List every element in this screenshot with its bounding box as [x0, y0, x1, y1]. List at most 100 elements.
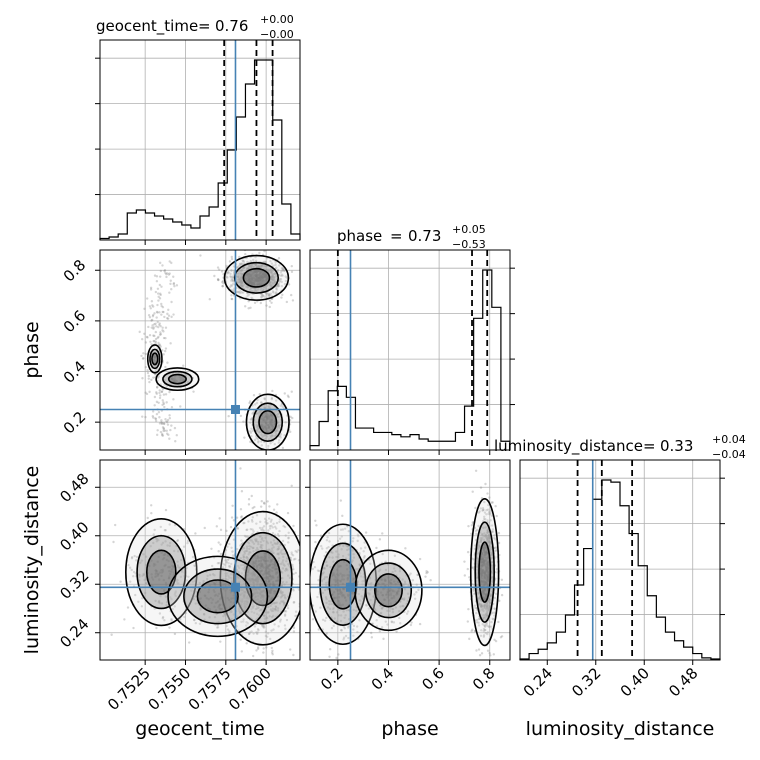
sample-point — [129, 580, 132, 583]
sample-point — [244, 559, 248, 563]
sample-point — [246, 267, 249, 271]
sample-point — [484, 570, 487, 574]
sample-point — [239, 283, 243, 286]
sample-point — [173, 380, 177, 383]
sample-point — [216, 594, 220, 598]
sample-point — [158, 323, 161, 327]
sample-point — [271, 276, 275, 279]
sample-point — [333, 596, 336, 599]
sample-point — [300, 585, 302, 587]
sample-point — [489, 625, 493, 628]
sample-point — [486, 552, 489, 555]
sample-point — [482, 508, 485, 512]
sample-point — [251, 579, 254, 582]
sample-point — [257, 577, 261, 580]
sample-point — [255, 591, 258, 595]
sample-point — [256, 269, 260, 272]
sample-point — [340, 628, 343, 632]
sample-point — [330, 574, 334, 578]
sample-point — [286, 569, 289, 572]
svg-text:=: = — [390, 227, 403, 245]
scatter-geocent_time-vs-luminosity_distance-frame — [99, 459, 301, 661]
sample-point — [394, 606, 398, 609]
sample-point — [486, 566, 490, 569]
sample-point — [254, 450, 256, 452]
sample-point — [246, 271, 249, 275]
sample-point — [415, 590, 418, 594]
scatter-geocent_time-vs-luminosity_distance-points — [110, 467, 302, 658]
sample-point — [369, 562, 372, 565]
sample-point — [268, 422, 272, 425]
sample-point — [264, 590, 267, 594]
sample-point — [284, 421, 287, 424]
sample-point — [347, 594, 350, 598]
sample-point — [290, 270, 294, 274]
sample-point — [425, 571, 428, 575]
sample-point — [237, 290, 240, 294]
sample-point — [230, 617, 233, 621]
sample-point — [270, 547, 274, 550]
sample-point — [292, 524, 295, 528]
sample-point — [319, 606, 322, 609]
sample-point — [281, 567, 285, 570]
sample-point — [243, 565, 247, 569]
sample-point — [140, 559, 144, 562]
sample-point — [495, 568, 499, 571]
sample-point — [341, 582, 345, 586]
sample-point — [144, 341, 148, 344]
sample-point — [242, 590, 246, 594]
sample-point — [485, 607, 489, 610]
sample-point — [270, 262, 274, 265]
sample-point — [246, 260, 249, 264]
sample-point — [246, 558, 250, 562]
sample-point — [287, 283, 291, 286]
sample-point — [389, 607, 392, 610]
sample-point — [127, 563, 130, 567]
sample-point — [246, 610, 249, 614]
sample-point — [253, 561, 256, 564]
sample-point — [237, 571, 241, 574]
sample-point — [257, 563, 261, 567]
svg-text:=: = — [643, 437, 656, 455]
sample-point — [112, 540, 115, 544]
sample-point — [484, 628, 487, 632]
sample-point — [493, 614, 496, 617]
sample-point — [486, 575, 490, 578]
sample-point — [358, 564, 362, 567]
sample-point — [231, 275, 234, 279]
sample-point — [479, 537, 482, 540]
sample-point — [269, 260, 272, 263]
sample-point — [271, 569, 274, 573]
sample-point — [249, 273, 252, 277]
sample-point — [248, 279, 251, 282]
sample-point — [343, 616, 346, 619]
sample-point — [225, 561, 228, 564]
sample-point — [242, 582, 246, 585]
sample-point — [167, 433, 170, 437]
sample-point — [170, 619, 173, 622]
sample-point — [261, 272, 265, 276]
sample-point — [154, 569, 158, 572]
sample-point — [161, 310, 164, 314]
sample-point — [268, 426, 271, 429]
sample-point — [250, 545, 253, 549]
sample-point — [259, 569, 263, 573]
sample-point — [252, 266, 256, 269]
sample-point — [230, 255, 233, 259]
sample-point — [224, 614, 227, 617]
sample-point — [323, 588, 327, 592]
sample-point — [145, 582, 148, 585]
sample-point — [243, 521, 246, 525]
sample-point — [282, 269, 286, 272]
sample-point — [180, 569, 184, 572]
sample-point — [344, 599, 348, 602]
sample-point — [273, 562, 276, 566]
sample-point — [247, 597, 250, 600]
sample-point — [247, 307, 250, 310]
sample-point — [467, 524, 470, 528]
sample-point — [261, 419, 265, 422]
sample-point — [281, 600, 284, 603]
sample-point — [213, 274, 216, 278]
sample-point — [273, 592, 276, 595]
sample-point — [255, 632, 259, 636]
